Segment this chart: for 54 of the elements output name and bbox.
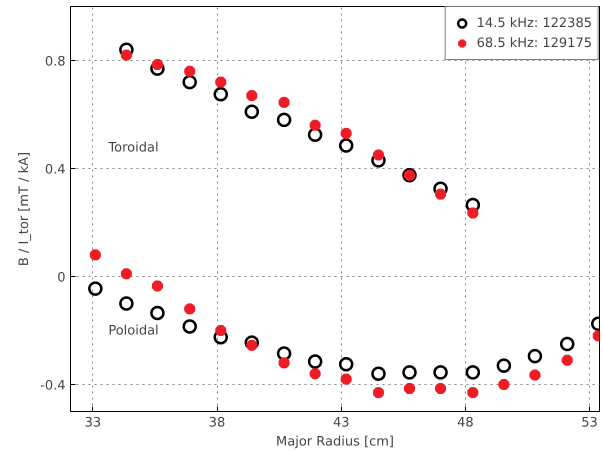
point	[213, 323, 228, 338]
point	[496, 358, 512, 373]
point	[528, 348, 542, 364]
x-tick-label: 53	[581, 416, 598, 430]
point	[182, 301, 198, 316]
point	[119, 296, 134, 311]
point	[338, 357, 354, 372]
x-tick-label: 43	[332, 416, 350, 430]
point	[88, 247, 103, 262]
x-tick-label: 33	[84, 416, 102, 430]
legend-label: 68.5 kHz: 129175	[476, 36, 592, 50]
legend-label: 14.5 kHz: 122385	[476, 16, 592, 30]
point	[433, 186, 448, 202]
annotation: Toroidal	[107, 140, 159, 156]
x-tick-label: 38	[208, 416, 226, 430]
x-tick-label: 48	[457, 416, 474, 430]
point	[308, 118, 323, 133]
point	[466, 365, 480, 380]
point	[370, 385, 386, 400]
y-tick-label: -0.4	[40, 378, 66, 394]
point	[276, 112, 292, 128]
point	[338, 372, 354, 387]
point	[244, 338, 260, 353]
y-tick-label: 0	[57, 270, 66, 286]
point	[371, 366, 386, 381]
point	[244, 104, 260, 120]
point	[370, 148, 386, 162]
point	[402, 365, 417, 380]
point	[338, 126, 354, 141]
point	[118, 266, 134, 282]
point	[276, 94, 292, 110]
point	[465, 385, 480, 400]
point	[433, 365, 448, 380]
y-axis-title: B / I_tor [mT / kA]	[17, 152, 32, 266]
point	[88, 281, 103, 296]
y-tick-label: 0.4	[44, 162, 66, 178]
annotation: Poloidal	[108, 323, 159, 338]
point	[182, 64, 198, 79]
y-tick-label: 0.8	[44, 54, 66, 70]
point	[560, 336, 574, 352]
point	[182, 74, 197, 90]
point	[338, 138, 354, 153]
point	[308, 354, 322, 369]
point	[213, 74, 228, 90]
point	[244, 88, 260, 104]
point	[560, 352, 575, 368]
point	[276, 355, 292, 370]
point	[150, 306, 165, 320]
point	[118, 48, 134, 63]
point	[182, 319, 197, 334]
point	[308, 366, 323, 382]
x-axis-title: Major Radius [cm]	[276, 434, 394, 450]
point	[214, 87, 228, 102]
point	[496, 377, 512, 392]
